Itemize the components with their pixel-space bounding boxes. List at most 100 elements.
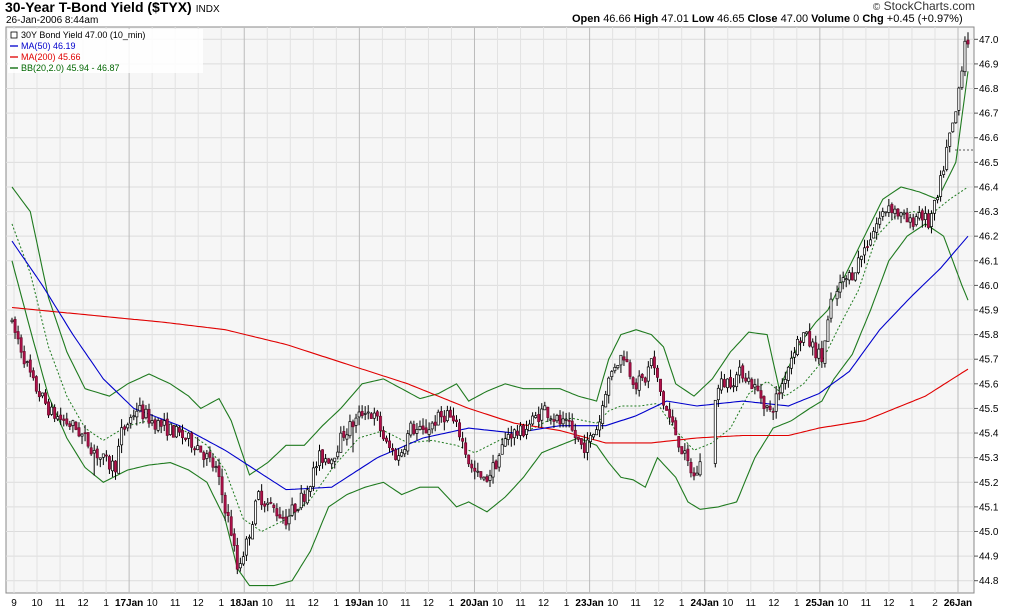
candle-body [634,382,638,390]
x-tick-label: 26Jan [944,598,972,609]
candle-body [884,211,888,214]
candle-body [406,433,410,452]
candle-body [783,379,787,384]
candle-body [643,377,647,383]
candle-body [768,405,772,411]
candle-body [774,393,778,412]
candle-body [494,460,498,470]
candle-body [299,492,303,509]
candle-body [144,408,148,419]
candle-body [540,408,544,421]
x-tick-label: 11 [630,598,641,609]
candle-body [671,416,675,423]
candle-body [184,437,187,440]
volume-label: Volume [811,13,851,25]
candle-body [850,272,854,281]
candle-body [567,419,571,422]
candle-body [159,419,163,427]
x-tick-label: 9 [11,598,17,609]
candle-body [174,426,178,438]
candle-body [339,432,343,453]
candle-body [549,418,553,421]
candle-body [445,410,449,421]
legend-candle-icon [10,31,18,39]
candle-body [241,556,245,565]
candle-body [278,514,282,519]
candle-body [579,438,583,445]
candle-body [866,246,869,248]
candle-body [366,411,370,414]
candle-body [421,425,425,430]
candle-body [936,197,940,201]
candle-body [281,517,285,519]
candle-body [272,504,276,509]
candle-body [403,449,407,455]
candle-body [920,210,924,221]
legend-entry: MA(50) 46.19 [21,41,76,51]
candle-body [589,435,592,443]
candle-body [826,319,830,342]
candle-body [269,501,273,504]
candle-body [966,39,970,45]
candle-body [129,417,133,424]
candle-body [363,413,367,415]
candle-body [598,421,602,431]
candle-body [844,278,848,281]
x-tick-label: 10 [147,598,159,609]
candle-body [418,426,422,430]
candle-body [713,399,717,464]
y-tick-label: 46.5 [979,158,999,169]
candle-body [744,377,748,382]
x-tick-label: 11 [285,598,296,609]
candle-body [512,429,516,439]
candle-body [214,466,218,469]
candle-body [716,387,720,401]
candle-body [162,420,166,426]
candle-body [488,474,492,481]
candle-body [665,405,669,411]
candle-body [77,427,81,437]
candle-body [263,503,267,507]
candle-body [601,405,605,424]
x-tick-label: 19Jan [345,598,373,609]
legend: 30Y Bond Yield 47.00 (10_min)MA(50) 46.1… [8,29,203,73]
candle-body [881,211,885,217]
candle-body [689,461,693,474]
candle-body [391,447,395,451]
candle-body [875,223,879,233]
candle-body [756,385,760,391]
candle-body [287,515,291,525]
candle-body [40,392,44,397]
candle-body [327,458,331,464]
candle-body [911,217,915,227]
candle-body [430,422,434,430]
candle-body [838,282,842,293]
candle-body [561,418,565,425]
candle-body [251,524,254,540]
candle-body [576,436,580,440]
candle-body [28,359,32,373]
candle-body [345,434,349,440]
candle-body [604,394,608,408]
candle-body [799,340,802,344]
brand-logo[interactable]: © StockCharts.com [873,0,975,13]
candle-body [759,390,763,399]
candle-body [948,132,952,147]
candle-body [433,421,437,426]
candle-body [835,291,839,300]
candle-body [680,446,684,455]
candle-body [573,429,577,438]
candle-body [637,375,641,391]
candle-body [248,536,251,539]
ma50-line [11,235,969,491]
candle-body [333,457,337,462]
candle-body [150,420,154,424]
candle-body [464,442,468,455]
candle-body [83,432,87,435]
x-tick-label: 12 [193,598,205,609]
candle-body [302,493,306,502]
candle-body [829,298,833,319]
candle-body [357,411,361,418]
candle-body [120,427,124,446]
candle-body [890,204,894,214]
